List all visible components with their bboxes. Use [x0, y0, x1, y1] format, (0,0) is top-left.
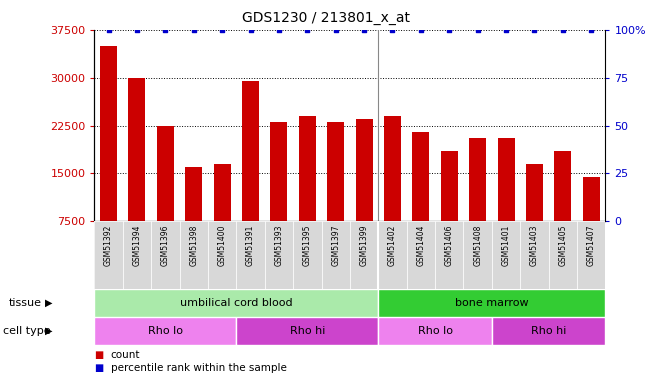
- Bar: [549, 221, 577, 289]
- Text: GSM51393: GSM51393: [275, 225, 283, 266]
- Point: [302, 27, 312, 33]
- Text: GSM51397: GSM51397: [331, 225, 340, 266]
- Point: [387, 27, 398, 33]
- Text: Rho lo: Rho lo: [417, 326, 452, 336]
- Bar: [186, 167, 202, 269]
- Text: GSM51392: GSM51392: [104, 225, 113, 266]
- Bar: [497, 138, 514, 269]
- Bar: [526, 164, 543, 269]
- Text: GSM51403: GSM51403: [530, 225, 539, 266]
- Bar: [355, 119, 372, 269]
- Bar: [464, 221, 492, 289]
- Text: ■: ■: [94, 363, 104, 373]
- Text: GSM51406: GSM51406: [445, 225, 454, 266]
- Text: GSM51399: GSM51399: [359, 225, 368, 266]
- Bar: [128, 78, 145, 269]
- Bar: [492, 317, 605, 345]
- Bar: [350, 221, 378, 289]
- Bar: [123, 221, 151, 289]
- Bar: [435, 221, 464, 289]
- Text: GSM51402: GSM51402: [388, 225, 397, 266]
- Bar: [100, 46, 117, 269]
- Bar: [242, 81, 259, 269]
- Bar: [214, 164, 230, 269]
- Point: [189, 27, 199, 33]
- Text: GSM51391: GSM51391: [246, 225, 255, 266]
- Bar: [583, 177, 600, 269]
- Text: GSM51405: GSM51405: [559, 225, 567, 266]
- Bar: [293, 221, 322, 289]
- Bar: [384, 116, 401, 269]
- Bar: [412, 132, 430, 269]
- Point: [529, 27, 540, 33]
- Text: GSM51400: GSM51400: [217, 225, 227, 266]
- Point: [473, 27, 483, 33]
- Bar: [236, 317, 378, 345]
- Text: tissue: tissue: [8, 298, 41, 308]
- Text: GSM51396: GSM51396: [161, 225, 170, 266]
- Point: [558, 27, 568, 33]
- Text: GSM51398: GSM51398: [189, 225, 199, 266]
- Bar: [94, 317, 236, 345]
- Bar: [151, 221, 180, 289]
- Bar: [208, 221, 236, 289]
- Bar: [378, 221, 407, 289]
- Bar: [520, 221, 549, 289]
- Bar: [265, 221, 293, 289]
- Point: [273, 27, 284, 33]
- Text: ▶: ▶: [46, 326, 53, 336]
- Text: GSM51407: GSM51407: [587, 225, 596, 266]
- Point: [160, 27, 171, 33]
- Point: [416, 27, 426, 33]
- Bar: [554, 151, 572, 269]
- Text: count: count: [111, 350, 140, 360]
- Text: GSM51401: GSM51401: [501, 225, 510, 266]
- Bar: [441, 151, 458, 269]
- Text: Rho hi: Rho hi: [290, 326, 325, 336]
- Point: [586, 27, 596, 33]
- Text: GSM51404: GSM51404: [417, 225, 425, 266]
- Text: Rho hi: Rho hi: [531, 326, 566, 336]
- Text: Rho lo: Rho lo: [148, 326, 183, 336]
- Text: ■: ■: [94, 350, 104, 360]
- Text: ▶: ▶: [46, 298, 53, 308]
- Bar: [299, 116, 316, 269]
- Point: [245, 27, 256, 33]
- Point: [104, 27, 114, 33]
- Text: percentile rank within the sample: percentile rank within the sample: [111, 363, 286, 373]
- Bar: [378, 289, 605, 317]
- Bar: [327, 122, 344, 269]
- Text: GSM51408: GSM51408: [473, 225, 482, 266]
- Text: GSM51394: GSM51394: [133, 225, 141, 266]
- Bar: [322, 221, 350, 289]
- Point: [217, 27, 227, 33]
- Bar: [407, 221, 435, 289]
- Bar: [94, 221, 123, 289]
- Bar: [492, 221, 520, 289]
- Bar: [270, 122, 288, 269]
- Bar: [236, 221, 265, 289]
- Point: [132, 27, 142, 33]
- Bar: [577, 221, 605, 289]
- Bar: [180, 221, 208, 289]
- Text: GDS1230 / 213801_x_at: GDS1230 / 213801_x_at: [242, 11, 409, 25]
- Point: [359, 27, 369, 33]
- Bar: [469, 138, 486, 269]
- Point: [501, 27, 511, 33]
- Bar: [94, 289, 378, 317]
- Text: cell type: cell type: [3, 326, 50, 336]
- Bar: [157, 126, 174, 269]
- Text: bone marrow: bone marrow: [455, 298, 529, 308]
- Point: [444, 27, 454, 33]
- Bar: [378, 317, 492, 345]
- Text: GSM51395: GSM51395: [303, 225, 312, 266]
- Text: umbilical cord blood: umbilical cord blood: [180, 298, 293, 308]
- Point: [331, 27, 341, 33]
